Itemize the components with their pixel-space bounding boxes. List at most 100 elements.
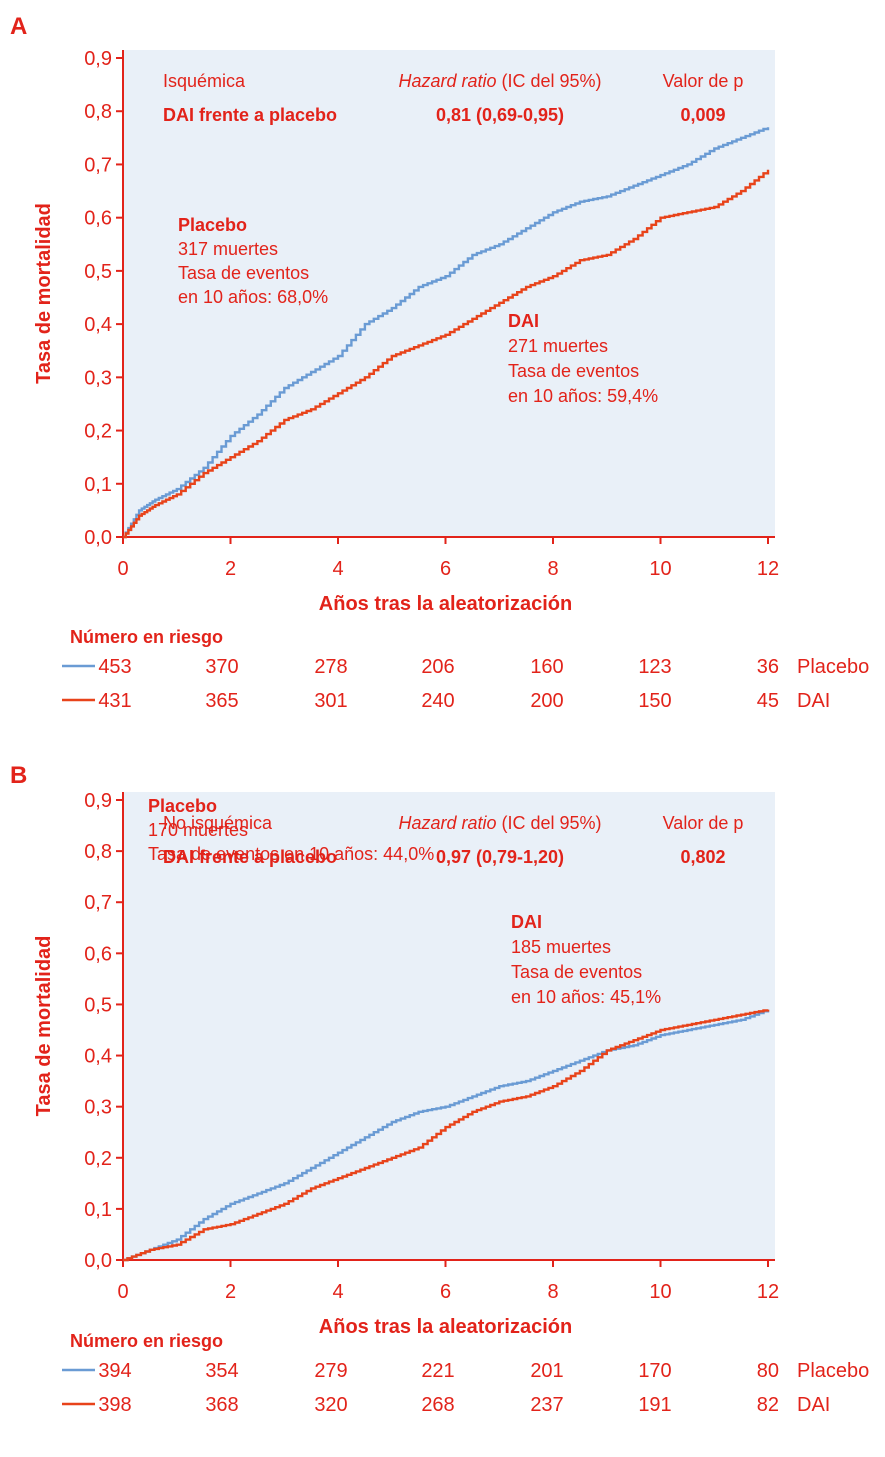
y-tick-label: 0,1 [84,474,112,496]
risk-value: 80 [757,1360,779,1382]
risk-row-name: Placebo [797,1360,869,1382]
risk-value: 191 [638,1394,671,1416]
risk-value: 394 [98,1360,131,1382]
risk-value: 170 [638,1360,671,1382]
stats-col3-header: Valor de p [663,71,744,91]
annotation-placebo-line: 317 muertes [178,239,278,259]
y-tick-label: 0,6 [84,943,112,965]
stats-col2-value: 0,97 (0,79-1,20) [436,847,564,867]
risk-row-name: DAI [797,1394,830,1416]
x-tick-label: 4 [332,558,343,580]
annotation-dai-line: en 10 años: 59,4% [508,386,658,406]
y-tick-label: 0,8 [84,841,112,863]
y-axis-label: Tasa de mortalidad [33,936,55,1117]
x-axis-label: Años tras la aleatorización [319,1316,572,1338]
risk-row-name: DAI [797,690,830,712]
risk-value: 278 [314,656,347,678]
x-tick-label: 4 [332,1281,343,1303]
series-line-dai [123,169,770,539]
panel-letter: B [10,762,27,789]
annotation-placebo-title: Placebo [178,215,247,235]
y-tick-label: 0,4 [84,314,112,336]
risk-value: 160 [530,656,563,678]
panel-b-chart: B 0,0 0,1 0,2 0,3 0,4 0,5 0,6 0,7 0,8 0,9 0 2 4 6 8 10 12… [10,762,869,1416]
risk-value: 150 [638,690,671,712]
risk-table-label: Número en riesgo [70,627,223,647]
risk-value: 200 [530,690,563,712]
stats-col2-value: 0,81 (0,69-0,95) [436,105,564,125]
series-line-placebo [123,127,770,539]
y-axis-label: Tasa de mortalidad [33,203,55,384]
annotation-dai-line: Tasa de eventos [511,962,642,982]
risk-value: 45 [757,690,779,712]
x-tick-label: 8 [547,1281,558,1303]
risk-value: 354 [205,1360,238,1382]
panel-letter: A [10,13,27,40]
stats-col1-header: Isquémica [163,71,246,91]
x-tick-label: 0 [117,1281,128,1303]
plot-background [123,50,775,537]
risk-value: 431 [98,690,131,712]
y-tick-label: 0,9 [84,48,112,70]
risk-value: 201 [530,1360,563,1382]
stats-col3-header: Valor de p [663,813,744,833]
risk-value: 123 [638,656,671,678]
y-tick-label: 0,8 [84,101,112,123]
x-tick-label: 0 [117,558,128,580]
x-tick-label: 12 [757,558,779,580]
risk-row-name: Placebo [797,656,869,678]
risk-value: 206 [421,656,454,678]
risk-value: 82 [757,1394,779,1416]
y-tick-label: 0,6 [84,208,112,230]
x-tick-label: 2 [225,1281,236,1303]
stats-col2-header: Hazard ratio (IC del 95%) [398,813,601,833]
annotation-dai-line: 185 muertes [511,937,611,957]
risk-table-label: Número en riesgo [70,1331,223,1351]
y-tick-label: 0,0 [84,1250,112,1272]
y-tick-label: 0,2 [84,421,112,443]
annotation-dai-title: DAI [508,311,539,331]
y-tick-label: 0,1 [84,1199,112,1221]
annotation-placebo-line: 170 muertes [148,820,248,840]
y-tick-label: 0,4 [84,1046,112,1068]
annotation-placebo-line: Tasa de eventos en 10 años: 44,0% [148,844,434,864]
risk-value: 398 [98,1394,131,1416]
series-line-dai [123,1009,770,1262]
risk-value: 36 [757,656,779,678]
stats-col1-value: DAI frente a placebo [163,847,337,867]
y-tick-label: 0,7 [84,892,112,914]
y-tick-label: 0,3 [84,1097,112,1119]
risk-value: 453 [98,656,131,678]
x-axis-label: Años tras la aleatorización [319,593,572,615]
risk-value: 301 [314,690,347,712]
stats-col3-value: 0,009 [680,105,725,125]
y-tick-label: 0,5 [84,261,112,283]
risk-value: 370 [205,656,238,678]
y-tick-label: 0,2 [84,1148,112,1170]
series-line-placebo [123,1009,770,1262]
risk-value: 240 [421,690,454,712]
risk-value: 320 [314,1394,347,1416]
stats-col3-value: 0,802 [680,847,725,867]
plot-background [123,792,775,1260]
x-tick-label: 10 [649,558,671,580]
risk-value: 368 [205,1394,238,1416]
y-tick-label: 0,5 [84,994,112,1016]
annotation-dai-title: DAI [511,912,542,932]
y-tick-label: 0,0 [84,527,112,549]
x-tick-label: 8 [547,558,558,580]
annotation-dai-line: Tasa de eventos [508,361,639,381]
annotation-placebo-line: en 10 años: 68,0% [178,287,328,307]
y-tick-label: 0,3 [84,367,112,389]
risk-value: 221 [421,1360,454,1382]
risk-value: 237 [530,1394,563,1416]
annotation-placebo-title: Placebo [148,796,217,816]
stats-col1-value: DAI frente a placebo [163,105,337,125]
annotation-dai-line: en 10 años: 45,1% [511,987,661,1007]
panel-a-chart: A 0,0 0,1 0,2 0,3 0,4 0,5 0,6 0,7 0,8 0,9 0 2 4 6 8 10 12… [10,13,869,712]
risk-value: 365 [205,690,238,712]
stats-col1-header: No isquémica [163,813,273,833]
y-tick-label: 0,7 [84,154,112,176]
risk-value: 268 [421,1394,454,1416]
annotation-dai-line: 271 muertes [508,336,608,356]
